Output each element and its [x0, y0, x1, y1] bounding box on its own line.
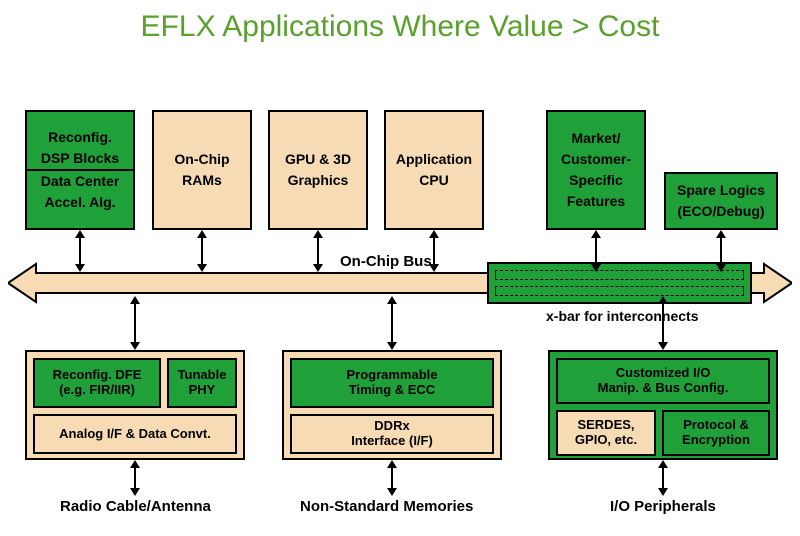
container-radio: Reconfig. DFE(e.g. FIR/IIR)TunablePHY Ana… — [25, 350, 245, 460]
connector — [386, 296, 398, 350]
cell: SERDES,GPIO, etc. — [556, 410, 656, 456]
cell: Customized I/OManip. & Bus Config. — [556, 358, 770, 404]
connector — [196, 230, 208, 272]
connector — [74, 230, 86, 272]
connector — [715, 230, 727, 272]
block-spare: Spare Logics(ECO/Debug) — [664, 172, 778, 230]
cell: ProgrammableTiming & ECC — [290, 358, 494, 408]
cell: TunablePHY — [167, 358, 237, 408]
connector — [312, 230, 324, 272]
container-io: Customized I/OManip. & Bus Config. SERDES… — [548, 350, 778, 460]
block-rams: On-ChipRAMs — [152, 110, 252, 230]
xbar-label: x-bar for interconnects — [546, 308, 698, 324]
connector — [657, 460, 669, 496]
label-io: I/O Peripherals — [610, 498, 716, 515]
block-dsp: Reconfig.DSP BlocksData CenterAccel. Alg… — [25, 110, 135, 230]
label-radio: Radio Cable/Antenna — [60, 498, 211, 515]
cell: DDRxInterface (I/F) — [290, 414, 494, 454]
connector — [657, 296, 669, 350]
cell: Analog I/F & Data Convt. — [33, 414, 237, 454]
connector — [590, 230, 602, 272]
label-memories: Non-Standard Memories — [300, 498, 473, 515]
block-gpu: GPU & 3DGraphics — [268, 110, 368, 230]
connector — [129, 460, 141, 496]
page-title: EFLX Applications Where Value > Cost — [0, 0, 800, 44]
block-cpu: ApplicationCPU — [384, 110, 484, 230]
connector — [386, 460, 398, 496]
container-memories: ProgrammableTiming & ECC DDRxInterface (I… — [282, 350, 502, 460]
bus-label: On-Chip Bus — [340, 253, 432, 270]
xbar-block — [487, 262, 752, 304]
cell: Reconfig. DFE(e.g. FIR/IIR) — [33, 358, 161, 408]
block-market: Market/Customer-SpecificFeatures — [546, 110, 646, 230]
connector — [428, 230, 440, 272]
cell: Protocol &Encryption — [662, 410, 770, 456]
connector — [129, 296, 141, 350]
